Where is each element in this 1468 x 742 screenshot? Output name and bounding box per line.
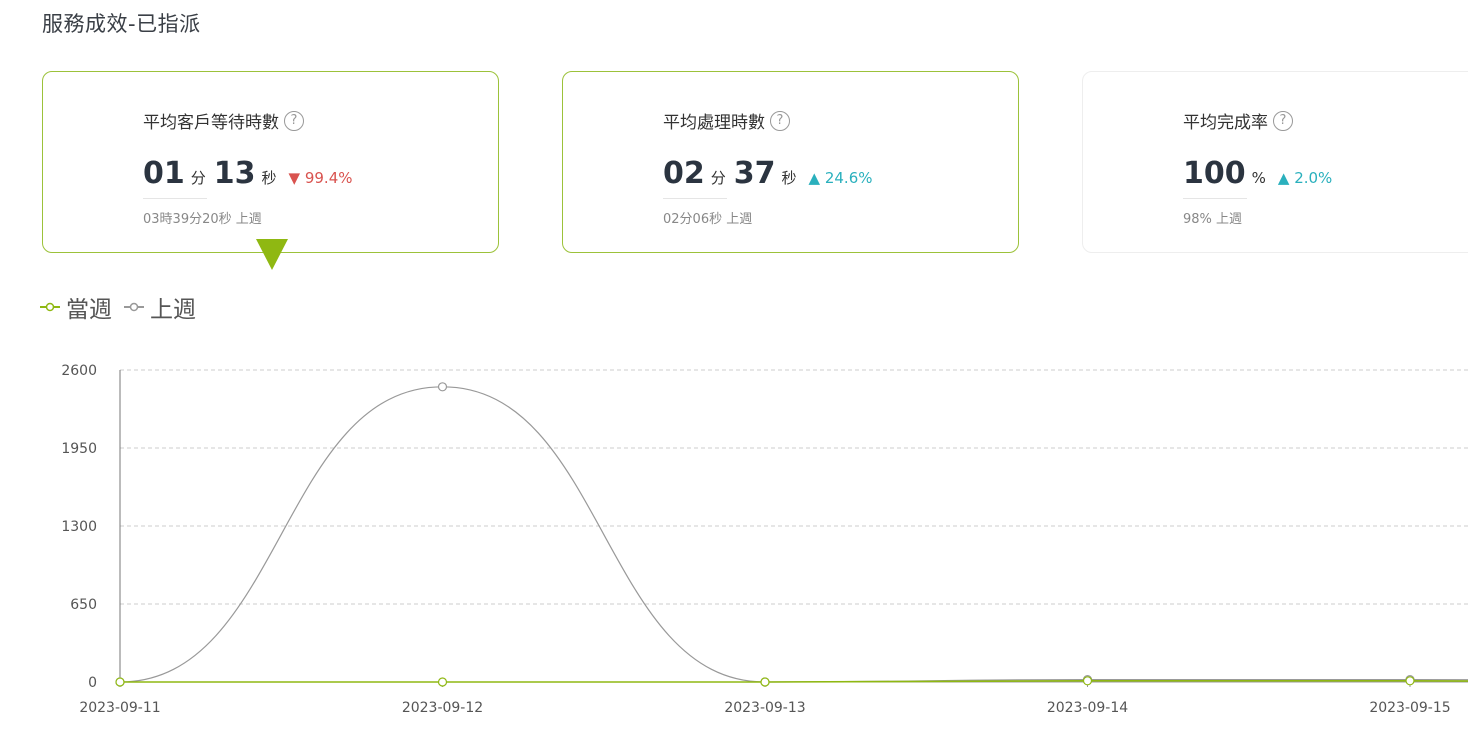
series-line-current <box>120 680 1468 683</box>
data-point[interactable] <box>1405 676 1415 686</box>
legend-label-previous: 上週 <box>150 297 196 323</box>
card-unit-seconds: 秒 <box>781 169 797 187</box>
legend-item-current[interactable]: 當週 <box>40 290 112 324</box>
chart-series <box>115 382 1468 687</box>
help-icon[interactable]: ? <box>1273 110 1293 131</box>
card-unit-minutes: 分 <box>710 169 726 187</box>
y-tick-label: 0 <box>88 675 97 691</box>
chart-legend: 當週 上週 <box>40 290 208 324</box>
divider <box>663 198 727 199</box>
legend-item-previous[interactable]: 上週 <box>124 290 196 324</box>
card-title: 平均處理時數 <box>663 113 765 133</box>
stat-card-wait-time[interactable]: 平均客戶等待時數 ? 01 分 13 秒 ▼ 99.4% 03時39分20秒 上… <box>42 71 499 253</box>
y-tick-label: 2600 <box>61 363 97 379</box>
card-value-row: 01 分 13 秒 ▼ 99.4% <box>143 156 353 191</box>
data-point[interactable] <box>437 382 448 392</box>
series-line-previous <box>119 386 1468 683</box>
page-title: 服務成效-已指派 <box>42 12 201 36</box>
x-tick-label: 2023-09-11 <box>79 700 160 716</box>
change-indicator: ▼ 99.4% <box>288 169 353 187</box>
divider <box>143 198 207 199</box>
data-point[interactable] <box>115 677 125 687</box>
x-tick-label: 2023-09-13 <box>724 700 805 716</box>
card-title-row: 平均客戶等待時數 ? <box>143 108 304 133</box>
card-value-seconds: 37 <box>733 156 776 191</box>
change-indicator: ▲ 24.6% <box>808 169 873 187</box>
y-tick-label: 1950 <box>61 441 97 457</box>
legend-line-marker-icon <box>40 302 60 312</box>
stat-card-completion-rate[interactable]: 平均完成率 ? 100 % ▲ 2.0% 98% 上週 <box>1082 71 1468 253</box>
legend-label-current: 當週 <box>66 297 112 323</box>
card-title-row: 平均處理時數 ? <box>663 108 790 133</box>
selected-card-pointer-icon <box>256 239 288 270</box>
card-value-minutes: 01 <box>143 156 185 191</box>
card-value-row: 02 分 37 秒 ▲ 24.6% <box>663 156 873 191</box>
y-tick-label: 1300 <box>61 519 97 535</box>
x-tick-label: 2023-09-12 <box>402 700 483 716</box>
change-indicator: ▲ 2.0% <box>1277 169 1333 187</box>
card-unit-percent: % <box>1251 169 1266 187</box>
card-title: 平均完成率 <box>1183 113 1268 133</box>
card-unit-seconds: 秒 <box>261 169 277 187</box>
data-point[interactable] <box>760 677 770 687</box>
y-axis-ticks: 0 650 1300 1950 2600 <box>61 363 97 691</box>
x-tick-label: 2023-09-15 <box>1369 700 1450 716</box>
last-week-value: 98% 上週 <box>1183 212 1243 227</box>
card-value-percent: 100 <box>1183 156 1246 191</box>
x-axis-ticks: 2023-09-11 2023-09-12 2023-09-13 2023-09-14… <box>79 682 1451 716</box>
data-point[interactable] <box>437 677 448 687</box>
last-week-value: 03時39分20秒 上週 <box>143 212 262 227</box>
card-title-row: 平均完成率 ? <box>1183 108 1293 133</box>
card-title: 平均客戶等待時數 <box>143 113 279 133</box>
chart-grid <box>119 369 1468 683</box>
card-value-seconds: 13 <box>213 156 256 191</box>
stat-card-handle-time[interactable]: 平均處理時數 ? 02 分 37 秒 ▲ 24.6% 02分06秒 上週 <box>562 71 1019 253</box>
card-unit-minutes: 分 <box>190 169 206 187</box>
card-value-row: 100 % ▲ 2.0% <box>1183 156 1332 191</box>
last-week-value: 02分06秒 上週 <box>663 212 753 227</box>
y-tick-label: 650 <box>70 597 97 613</box>
divider <box>1183 198 1247 199</box>
help-icon[interactable]: ? <box>284 110 304 131</box>
x-tick-label: 2023-09-14 <box>1047 700 1128 716</box>
data-point[interactable] <box>1082 676 1093 686</box>
help-icon[interactable]: ? <box>770 110 790 131</box>
legend-line-marker-icon <box>124 302 144 312</box>
card-value-minutes: 02 <box>663 156 705 191</box>
